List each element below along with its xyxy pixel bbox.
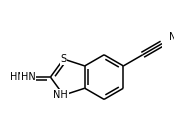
Text: NH: NH <box>53 90 68 100</box>
Text: HN: HN <box>21 72 35 82</box>
Text: N: N <box>169 32 174 42</box>
Text: S: S <box>61 54 67 64</box>
Text: HN: HN <box>10 72 24 82</box>
